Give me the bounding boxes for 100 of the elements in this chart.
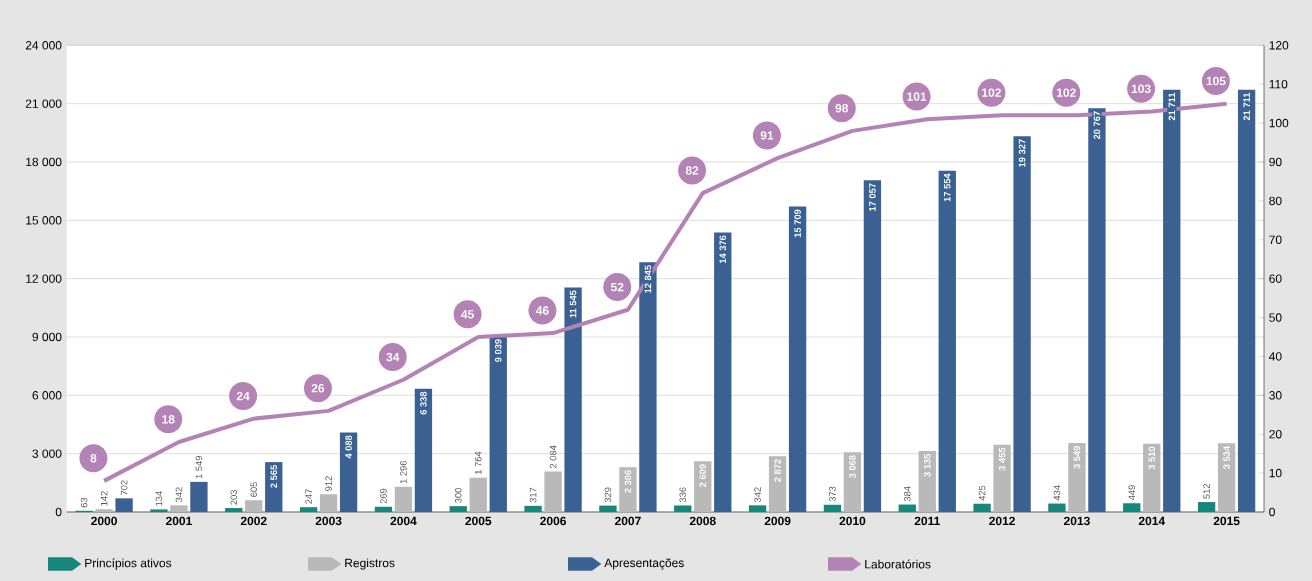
data-label: 14 376 xyxy=(719,235,727,263)
data-label: 4 088 xyxy=(345,435,352,459)
data-label: 21 711 xyxy=(1243,92,1250,121)
data-label: 373 xyxy=(829,486,836,502)
y2-tick-label: 40 xyxy=(1268,352,1282,361)
data-label: 203 xyxy=(230,489,238,505)
data-label: 512 xyxy=(1203,483,1210,499)
data-label: 6 338 xyxy=(420,391,427,415)
bar xyxy=(863,180,882,512)
x-tick-label: 2005 xyxy=(465,516,492,526)
data-label: 17 057 xyxy=(869,183,876,211)
bar xyxy=(639,262,657,512)
data-label: 3 534 xyxy=(1223,445,1230,469)
bar xyxy=(394,486,413,512)
y-tick-label: 24 000 xyxy=(25,40,62,50)
data-label: 103 xyxy=(1131,84,1151,93)
y2-tick-label: 30 xyxy=(1269,390,1282,400)
x-tick-label: 2002 xyxy=(240,516,267,526)
data-label: 101 xyxy=(907,92,927,101)
data-label: 384 xyxy=(903,486,911,502)
data-label: 434 xyxy=(1053,485,1061,501)
data-label: 2 306 xyxy=(624,470,632,493)
x-tick-label: 2007 xyxy=(615,516,641,526)
bar xyxy=(748,505,767,512)
data-label: 317 xyxy=(529,487,537,503)
x-tick-label: 2011 xyxy=(914,516,940,526)
y-tick-label: 18 000 xyxy=(26,157,62,167)
data-label: 34 xyxy=(386,352,400,362)
data-label: 18 xyxy=(162,414,175,424)
bar xyxy=(1013,136,1031,512)
bar xyxy=(1197,501,1216,512)
data-label: 9 039 xyxy=(494,339,502,362)
data-label: 336 xyxy=(679,487,687,503)
y2-tick-label: 120 xyxy=(1269,40,1289,50)
data-label: 2 872 xyxy=(774,459,781,482)
bar xyxy=(115,498,133,512)
data-label: 2 609 xyxy=(699,464,707,487)
x-tick-label: 2012 xyxy=(989,516,1015,526)
bar xyxy=(299,507,318,512)
data-label: 3 135 xyxy=(923,453,931,477)
data-label: 19 327 xyxy=(1018,139,1026,167)
x-tick-label: 2004 xyxy=(390,516,417,526)
data-label: 45 xyxy=(461,309,474,319)
data-label: 12 845 xyxy=(644,265,652,293)
x-tick-label: 2014 xyxy=(1138,516,1166,526)
data-label: 342 xyxy=(754,487,761,502)
data-label: 3 510 xyxy=(1148,446,1156,470)
y-tick-label: 0 xyxy=(55,507,62,517)
data-label: 3 068 xyxy=(849,455,856,478)
data-label: 26 xyxy=(311,383,325,393)
data-label: 8 xyxy=(90,453,97,463)
bar xyxy=(1088,108,1106,512)
y2-tick-label: 80 xyxy=(1269,196,1282,205)
legend-label: Apresentações xyxy=(604,558,684,570)
y2-tick-label: 0 xyxy=(1269,507,1275,517)
bar xyxy=(190,481,208,512)
data-label: 342 xyxy=(175,487,183,502)
y2-tick-label: 110 xyxy=(1269,79,1288,89)
data-label: 134 xyxy=(155,491,163,506)
x-tick-label: 2013 xyxy=(1064,516,1090,526)
legend-label: Princípios ativos xyxy=(85,558,172,570)
data-label: 52 xyxy=(610,282,624,292)
bar xyxy=(714,232,732,512)
y2-tick-label: 10 xyxy=(1269,468,1282,478)
bar xyxy=(599,505,617,512)
data-label: 702 xyxy=(120,480,128,495)
bar xyxy=(225,507,243,512)
data-label: 912 xyxy=(325,476,332,491)
data-label: 269 xyxy=(380,488,387,504)
bar xyxy=(1048,503,1066,512)
data-label: 63 xyxy=(80,497,88,508)
data-label: 449 xyxy=(1128,485,1136,500)
bar xyxy=(1123,503,1141,512)
bar xyxy=(95,509,113,512)
y-tick-label: 12 000 xyxy=(26,274,62,283)
bar xyxy=(524,505,542,512)
data-label: 46 xyxy=(535,306,549,315)
data-label: 11 545 xyxy=(569,290,577,318)
data-label: 105 xyxy=(1206,76,1226,86)
x-tick-label: 2008 xyxy=(689,516,716,526)
data-label: 605 xyxy=(250,481,258,497)
bar xyxy=(544,471,562,512)
bar xyxy=(245,500,263,512)
bar xyxy=(1163,89,1181,512)
data-label: 1 296 xyxy=(400,460,407,483)
bar xyxy=(489,336,507,512)
bar xyxy=(170,505,188,512)
bar xyxy=(564,287,582,512)
y2-tick-label: 70 xyxy=(1269,235,1282,244)
data-label: 2 565 xyxy=(270,464,278,488)
x-tick-label: 2000 xyxy=(91,516,117,526)
data-label: 20 767 xyxy=(1093,111,1101,139)
data-label: 17 554 xyxy=(944,173,951,202)
x-tick-label: 2009 xyxy=(764,516,791,526)
y-tick-label: 9 000 xyxy=(32,332,62,342)
data-label: 142 xyxy=(100,491,108,506)
y-tick-label: 21 000 xyxy=(25,99,62,108)
bar xyxy=(938,170,956,512)
bar xyxy=(973,503,991,512)
y-tick-label: 15 000 xyxy=(26,215,62,225)
